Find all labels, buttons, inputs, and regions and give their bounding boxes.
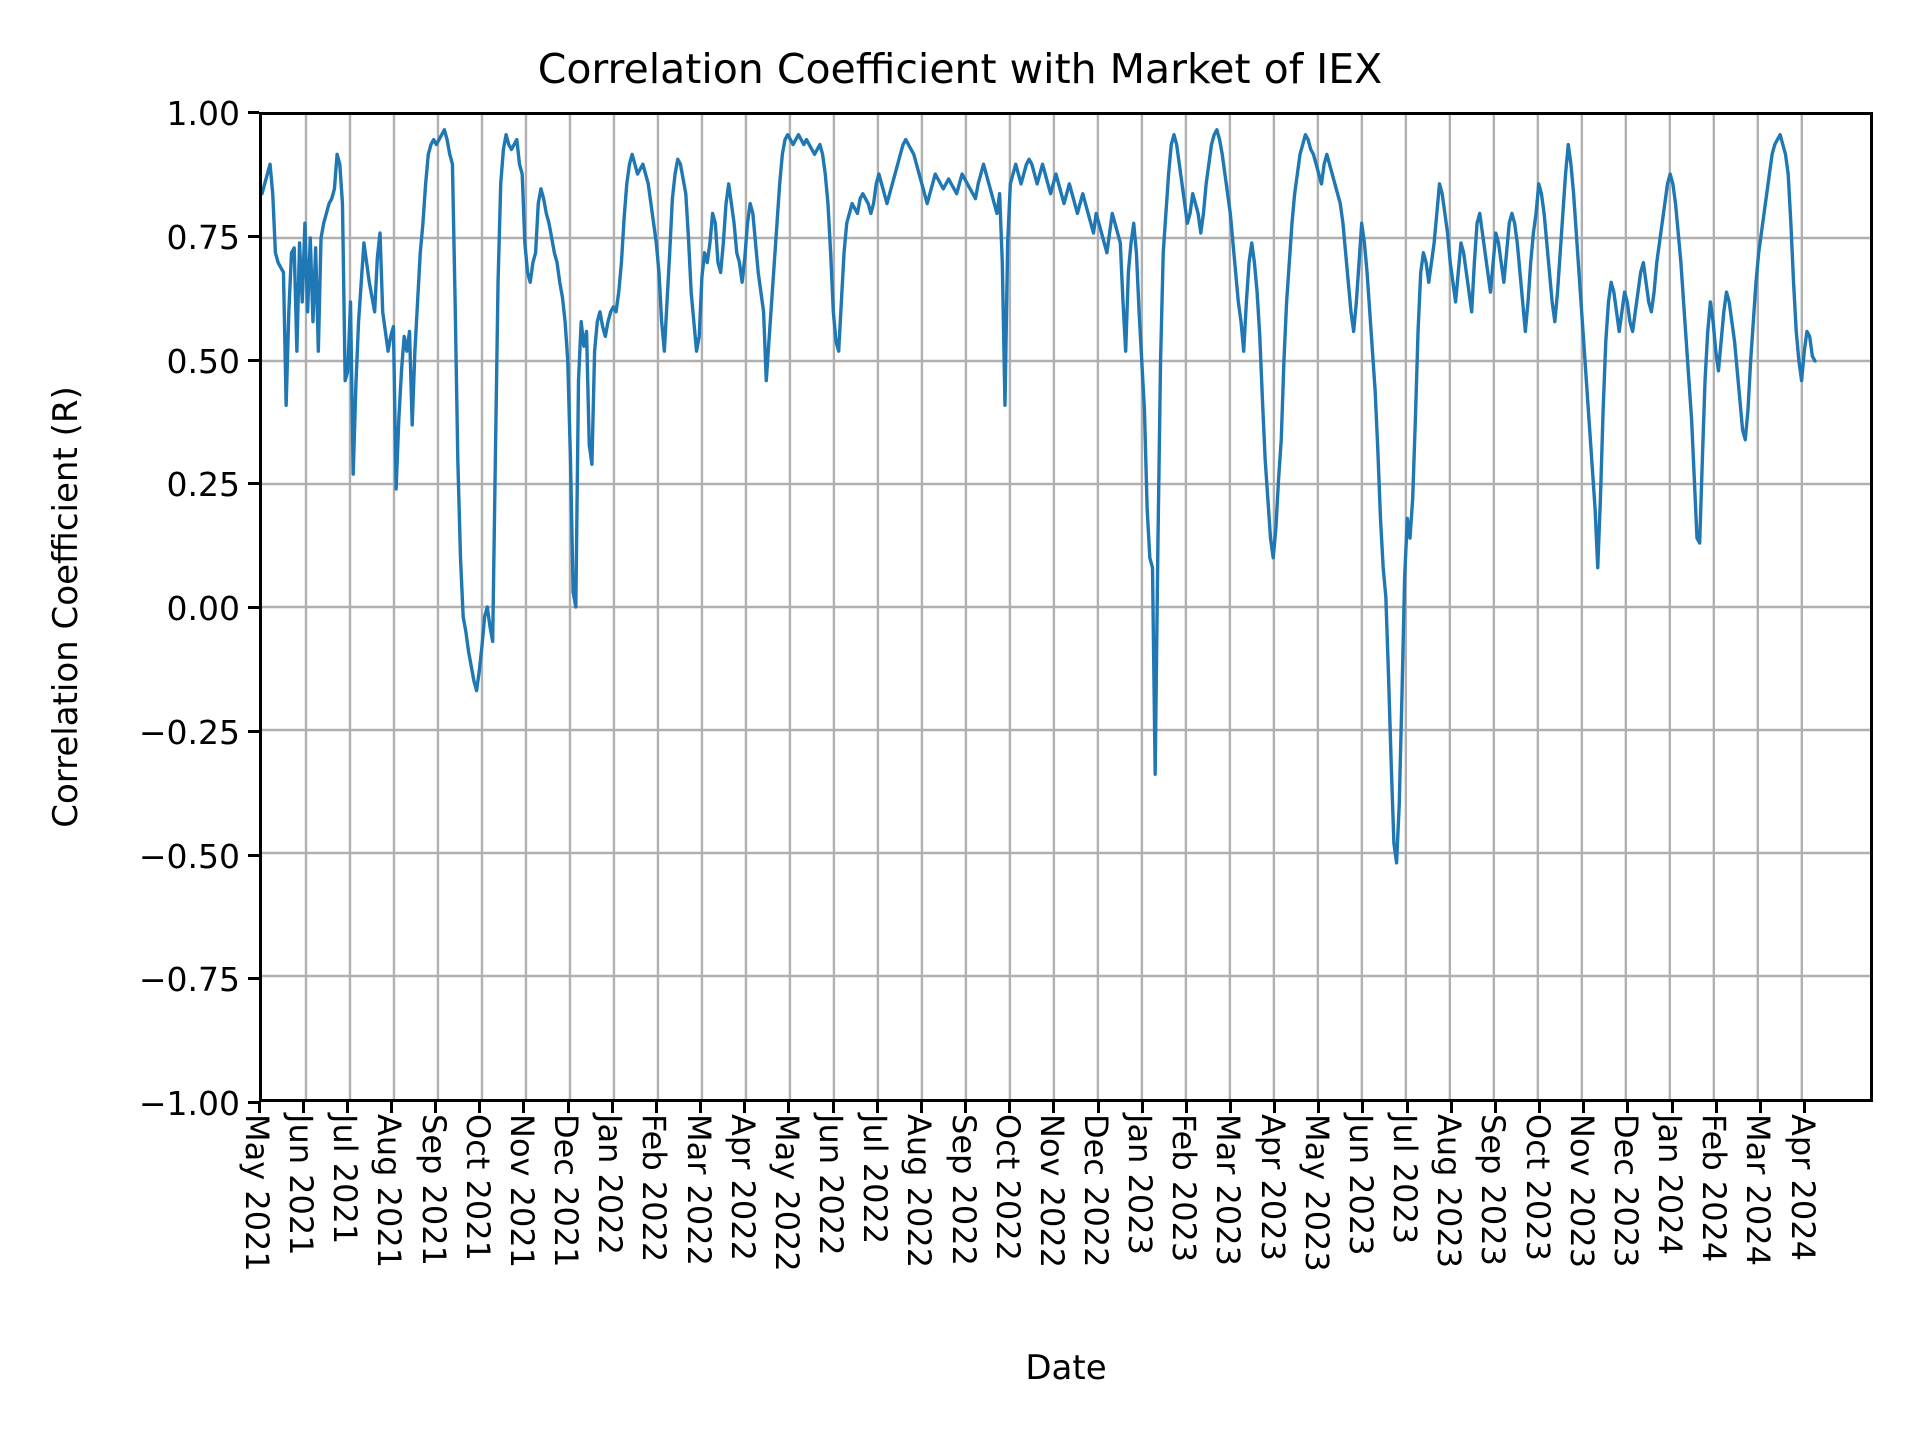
x-tick-label: Mar 2022 [679, 1114, 718, 1266]
x-tick-mark [743, 1102, 747, 1113]
x-tick-mark [478, 1102, 482, 1113]
y-tick-mark [248, 1101, 259, 1104]
y-tick-mark [248, 853, 259, 857]
x-tick-mark [1096, 1102, 1100, 1113]
x-tick-label: Sep 2021 [414, 1114, 453, 1266]
grid-lines [262, 115, 1870, 1099]
x-tick-label: Aug 2022 [900, 1114, 939, 1269]
x-tick-mark [1670, 1102, 1674, 1113]
x-tick-mark [1538, 1102, 1542, 1113]
x-tick-label: Dec 2021 [547, 1114, 586, 1268]
x-tick-mark [1803, 1102, 1807, 1113]
chart-title: Correlation Coefficient with Market of I… [537, 45, 1383, 93]
x-tick-mark [1184, 1102, 1188, 1113]
y-tick-mark [248, 606, 259, 609]
x-tick-label: Nov 2021 [502, 1114, 541, 1269]
x-tick-mark [1273, 1102, 1277, 1113]
x-tick-label: Oct 2021 [458, 1114, 497, 1261]
x-tick-mark [654, 1102, 658, 1113]
x-tick-label: Aug 2023 [1430, 1114, 1469, 1269]
x-axis-label: Date [1025, 1348, 1107, 1388]
x-tick-label: Nov 2022 [1032, 1114, 1071, 1269]
x-tick-label: Dec 2022 [1077, 1114, 1115, 1268]
x-tick-label: Nov 2023 [1562, 1114, 1601, 1269]
x-tick-label: Jun 2023 [1341, 1114, 1380, 1256]
x-tick-mark [1758, 1102, 1762, 1113]
x-tick-mark [1052, 1102, 1056, 1113]
x-tick-mark [610, 1102, 614, 1113]
x-tick-mark [1405, 1102, 1409, 1113]
x-tick-label: Jun 2022 [812, 1114, 851, 1256]
x-tick-mark [434, 1102, 438, 1113]
x-tick-label: Jan 2022 [591, 1114, 630, 1255]
x-tick-mark [522, 1102, 526, 1113]
x-tick-label: Sep 2023 [1474, 1114, 1513, 1266]
x-tick-label: May 2021 [238, 1114, 276, 1272]
x-tick-mark [1582, 1102, 1586, 1113]
x-tick-mark [389, 1102, 393, 1113]
x-tick-label: Oct 2023 [1518, 1114, 1557, 1261]
x-tick-label: Jan 2024 [1651, 1114, 1690, 1255]
x-tick-mark [699, 1102, 703, 1113]
x-tick-label: Jan 2023 [1121, 1114, 1160, 1255]
x-tick-mark [875, 1102, 879, 1113]
x-tick-label: Feb 2022 [635, 1114, 674, 1263]
x-tick-mark [1140, 1102, 1144, 1113]
x-tick-mark [1228, 1102, 1232, 1113]
y-axis-label: Correlation Coefficient (R) [46, 386, 86, 828]
x-tick-label: Aug 2021 [370, 1114, 409, 1269]
y-tick-mark [248, 482, 259, 486]
plot-area [259, 112, 1873, 1102]
x-tick-mark [566, 1102, 570, 1113]
x-tick-mark [1714, 1102, 1718, 1113]
data-line-series [262, 128, 1817, 865]
x-tick-mark [301, 1102, 305, 1113]
y-tick-mark [248, 111, 259, 114]
x-tick-mark [964, 1102, 968, 1113]
x-tick-mark [919, 1102, 923, 1113]
x-tick-mark [345, 1102, 349, 1113]
x-tick-label: Dec 2023 [1606, 1114, 1645, 1268]
y-tick-mark [248, 977, 259, 981]
x-tick-label: Jul 2022 [856, 1114, 895, 1245]
x-tick-label: Sep 2022 [944, 1114, 983, 1266]
x-tick-label: Oct 2022 [988, 1114, 1027, 1261]
x-tick-mark [787, 1102, 791, 1113]
x-tick-mark [1493, 1102, 1497, 1113]
x-tick-label: Jun 2021 [282, 1114, 321, 1256]
y-tick-mark [248, 729, 259, 733]
x-tick-label: Mar 2024 [1739, 1114, 1778, 1266]
y-tick-mark [248, 358, 259, 362]
x-tick-label: Apr 2024 [1783, 1114, 1822, 1261]
x-tick-mark [257, 1102, 261, 1113]
x-tick-mark [1626, 1102, 1630, 1113]
x-tick-label: Apr 2022 [723, 1114, 762, 1261]
x-tick-mark [1449, 1102, 1453, 1113]
x-tick-label: May 2023 [1297, 1114, 1336, 1272]
y-tick-mark [248, 234, 259, 238]
x-tick-mark [1317, 1102, 1321, 1113]
x-tick-label: May 2022 [767, 1114, 806, 1272]
x-tick-label: Jul 2023 [1386, 1114, 1425, 1245]
x-tick-label: Apr 2023 [1253, 1114, 1292, 1261]
x-tick-mark [1361, 1102, 1365, 1113]
x-tick-mark [831, 1102, 835, 1113]
x-tick-label: Feb 2023 [1165, 1114, 1204, 1263]
x-tick-mark [1008, 1102, 1012, 1113]
x-tick-label: Mar 2023 [1209, 1114, 1248, 1266]
x-tick-label: Jul 2021 [326, 1114, 365, 1245]
x-tick-label: Feb 2024 [1695, 1114, 1734, 1263]
